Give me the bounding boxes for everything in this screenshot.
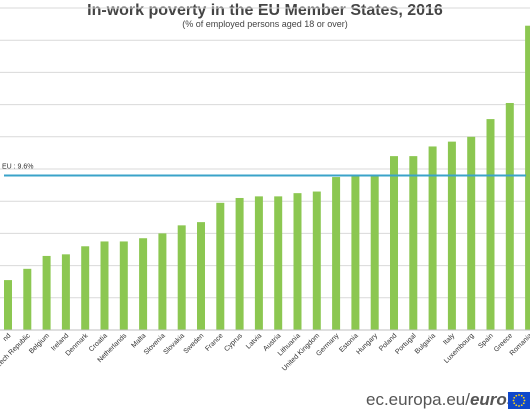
flag-star [513, 396, 516, 399]
bar-czech-republic [23, 268, 32, 330]
bar-slovakia [177, 225, 186, 330]
x-tick-label: Sweden [183, 332, 206, 355]
flag-star [513, 402, 516, 405]
bar-poland [390, 156, 398, 330]
x-tick-label: Hungary [355, 332, 379, 356]
bar-spain [486, 119, 495, 330]
chart-subtitle: (% of employed persons aged 18 or over) [182, 19, 348, 29]
bar-croatia [100, 241, 109, 330]
x-tick-label: Latvia [245, 332, 263, 350]
bar-germany [332, 177, 341, 330]
bar-lithuania [293, 193, 302, 330]
bars [4, 25, 530, 331]
bar-denmark [81, 246, 90, 330]
x-tick-label: Cyprus [223, 332, 244, 353]
x-tick-label: Spain [477, 332, 495, 350]
x-tick-label: Bulgaria [414, 332, 437, 355]
bar-finland [4, 280, 12, 330]
flag-star [515, 404, 518, 407]
bar-netherlands [119, 241, 128, 330]
flag-star [520, 404, 523, 407]
flag-star [522, 402, 525, 405]
x-tick-label: nd [2, 332, 13, 343]
bar-italy [447, 141, 456, 330]
bar-latvia [254, 196, 263, 330]
bar-estonia [351, 175, 360, 330]
bar-romania [525, 25, 530, 331]
bar-greece [505, 102, 514, 331]
x-tick-label: Italy [442, 332, 456, 346]
footer-site: ec.europa.eu/ [366, 390, 470, 409]
bar-united-kingdom [312, 191, 321, 330]
flag-star [522, 396, 525, 399]
flag-star [515, 394, 518, 397]
bar-hungary [370, 175, 379, 330]
bar-sweden [197, 222, 205, 330]
bar-belgium [42, 255, 51, 330]
flag-star [512, 399, 515, 402]
bar-austria [274, 196, 283, 330]
x-tick-label: Malta [130, 332, 147, 349]
bar-ireland [61, 254, 70, 330]
eu-average-label: EU : 9.6% [2, 163, 34, 170]
bar-france [216, 202, 225, 330]
bar-malta [139, 238, 148, 330]
bar-portugal [409, 156, 418, 330]
bar-luxembourg [467, 136, 476, 330]
x-tick-label: Slovakia [162, 332, 186, 356]
footer-source: ec.europa.eu/eurostat [366, 390, 530, 412]
flag-star [518, 405, 520, 407]
flag-star [518, 394, 520, 396]
eu-flag-icon [508, 392, 530, 409]
bar-slovenia [158, 233, 167, 330]
flag-star [523, 399, 526, 402]
bar-cyprus [235, 197, 244, 330]
x-tick-label: Belgium [28, 332, 51, 355]
bar-bulgaria [428, 146, 437, 330]
chart-title: In-work poverty in the EU Member States,… [87, 2, 443, 19]
flag-star [520, 394, 523, 397]
x-tick-label: France [204, 332, 224, 352]
